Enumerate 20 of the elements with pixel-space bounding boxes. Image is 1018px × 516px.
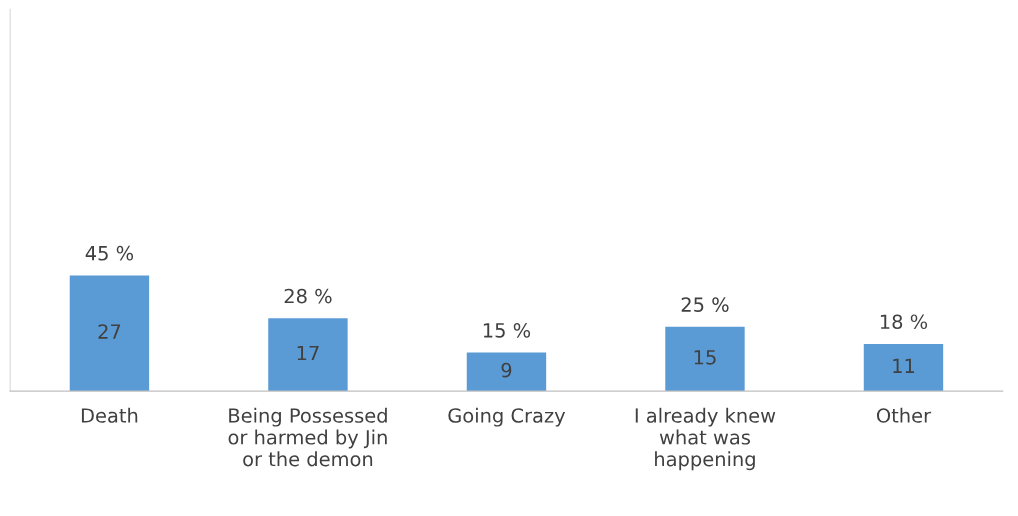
x-tick-label: Death	[81, 407, 138, 423]
annotation: 15 %	[483, 322, 531, 338]
annotation: 25 %	[681, 297, 729, 312]
x-tick-label: Being Possessed or harmed by Jin or the demon	[228, 407, 387, 467]
data-label: 27	[98, 324, 121, 339]
bar	[466, 352, 547, 392]
data-label: 15	[694, 350, 716, 365]
x-tick-label: Other	[876, 407, 932, 423]
x-tick-label: I already knew what was happening	[635, 407, 776, 471]
bar	[863, 343, 944, 392]
bar	[69, 275, 150, 392]
annotation: 45 %	[85, 245, 134, 261]
bar	[665, 326, 745, 392]
annotation: 28 %	[284, 288, 332, 304]
x-tick-label: Going Crazy	[448, 407, 566, 427]
data-label: 11	[893, 358, 915, 373]
bar	[268, 318, 348, 392]
annotation: 18 %	[880, 314, 928, 330]
data-label: 9	[501, 362, 512, 378]
data-label: 17	[297, 345, 319, 361]
